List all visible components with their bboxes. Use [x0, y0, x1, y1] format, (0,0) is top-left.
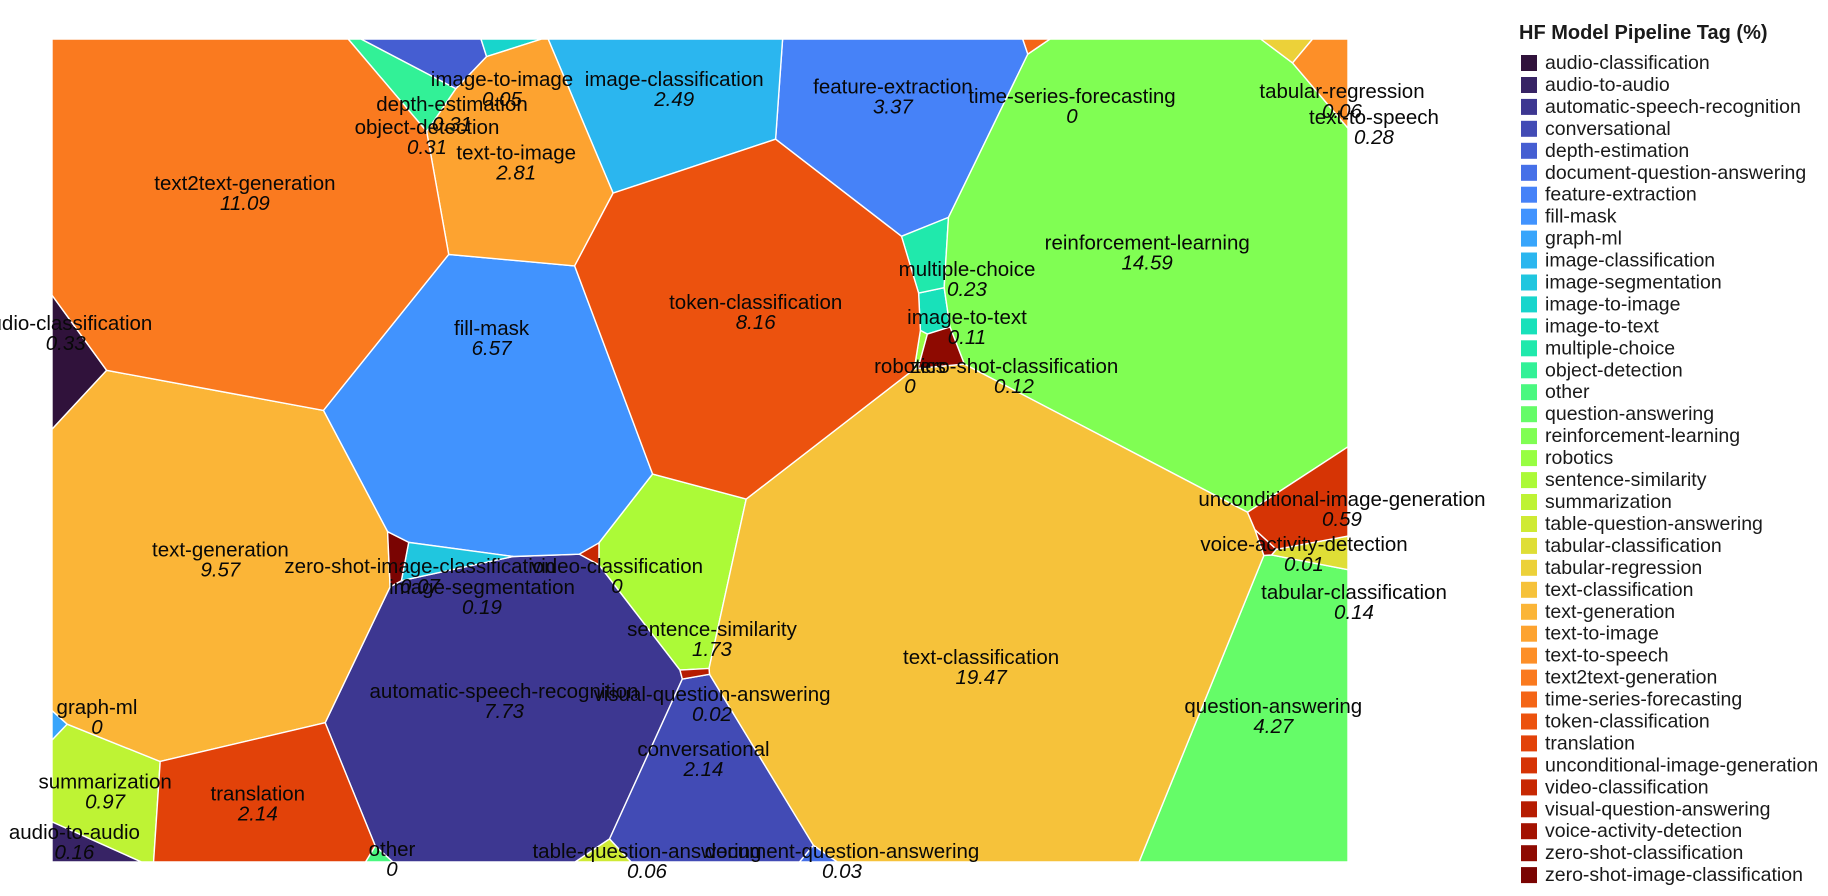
- svg-text:zero-shot-image-classification: zero-shot-image-classification: [1545, 864, 1803, 886]
- svg-text:image-classification: image-classification: [1545, 250, 1715, 272]
- svg-text:question-answering: question-answering: [1545, 403, 1714, 425]
- svg-text:3.37: 3.37: [873, 96, 914, 119]
- svg-text:2.14: 2.14: [683, 758, 724, 781]
- svg-text:19.47: 19.47: [955, 666, 1008, 689]
- svg-text:0.01: 0.01: [1284, 553, 1324, 576]
- svg-text:document-question-answering: document-question-answering: [1545, 162, 1806, 184]
- svg-text:0.11: 0.11: [948, 326, 986, 349]
- svg-text:multiple-choice: multiple-choice: [1545, 337, 1675, 359]
- svg-text:8.16: 8.16: [736, 311, 776, 334]
- svg-text:tabular-regression: tabular-regression: [1545, 557, 1702, 579]
- svg-text:7.73: 7.73: [484, 700, 524, 723]
- svg-text:conversational: conversational: [1545, 118, 1671, 140]
- svg-text:0.97: 0.97: [85, 791, 126, 814]
- svg-text:image-to-text: image-to-text: [1545, 315, 1659, 337]
- svg-text:object-detection: object-detection: [1545, 359, 1683, 381]
- svg-text:0.05: 0.05: [482, 88, 522, 111]
- svg-text:reinforcement-learning: reinforcement-learning: [1545, 425, 1740, 447]
- svg-text:1.73: 1.73: [692, 638, 732, 661]
- svg-text:video-classification: video-classification: [1545, 776, 1709, 798]
- svg-text:visual-question-answering: visual-question-answering: [1545, 798, 1770, 820]
- svg-text:2.81: 2.81: [495, 161, 536, 184]
- svg-text:time-series-forecasting: time-series-forecasting: [1545, 689, 1742, 711]
- svg-text:table-question-answering: table-question-answering: [1545, 513, 1763, 535]
- svg-text:text2text-generation: text2text-generation: [1545, 667, 1717, 689]
- svg-text:0.59: 0.59: [1322, 508, 1362, 531]
- svg-text:text-to-image: text-to-image: [1545, 623, 1659, 645]
- svg-text:0.02: 0.02: [692, 703, 732, 726]
- svg-text:other: other: [1545, 381, 1590, 403]
- svg-text:0: 0: [91, 716, 103, 739]
- svg-text:text-classification: text-classification: [1545, 579, 1693, 601]
- svg-text:0.19: 0.19: [462, 596, 502, 619]
- svg-text:translation: translation: [1545, 732, 1635, 754]
- svg-text:automatic-speech-recognition: automatic-speech-recognition: [1545, 96, 1801, 118]
- svg-text:voice-activity-detection: voice-activity-detection: [1545, 820, 1742, 842]
- svg-text:audio-to-audio: audio-to-audio: [1545, 74, 1670, 96]
- svg-text:0.03: 0.03: [822, 860, 862, 883]
- svg-text:0.33: 0.33: [46, 332, 86, 355]
- svg-text:0: 0: [904, 375, 916, 398]
- svg-text:graph-ml: graph-ml: [1545, 228, 1622, 250]
- svg-text:2.14: 2.14: [237, 803, 278, 826]
- svg-text:image-to-image: image-to-image: [1545, 293, 1680, 315]
- svg-text:image-segmentation: image-segmentation: [1545, 272, 1722, 294]
- svg-text:audio-classification: audio-classification: [1545, 52, 1710, 74]
- svg-text:depth-estimation: depth-estimation: [1545, 140, 1689, 162]
- svg-text:2.49: 2.49: [653, 88, 694, 111]
- svg-text:text-to-speech: text-to-speech: [1545, 645, 1669, 667]
- svg-text:14.59: 14.59: [1122, 252, 1173, 275]
- svg-text:0.07: 0.07: [400, 575, 441, 598]
- svg-text:0.12: 0.12: [994, 375, 1034, 398]
- svg-text:robotics: robotics: [1545, 447, 1614, 469]
- svg-text:0: 0: [611, 575, 623, 598]
- svg-text:fill-mask: fill-mask: [1545, 206, 1617, 228]
- svg-text:token-classification: token-classification: [1545, 711, 1710, 733]
- svg-text:summarization: summarization: [1545, 491, 1672, 513]
- svg-text:11.09: 11.09: [220, 192, 270, 215]
- svg-text:feature-extraction: feature-extraction: [1545, 184, 1697, 206]
- svg-text:unconditional-image-generation: unconditional-image-generation: [1545, 754, 1818, 776]
- svg-text:6.57: 6.57: [472, 337, 513, 360]
- svg-text:0: 0: [386, 858, 398, 881]
- svg-text:0.16: 0.16: [54, 841, 94, 864]
- svg-text:0.14: 0.14: [1334, 601, 1374, 624]
- svg-text:HF Model Pipeline Tag (%): HF Model Pipeline Tag (%): [1519, 22, 1768, 44]
- svg-text:0.31: 0.31: [407, 136, 447, 159]
- svg-text:zero-shot-classification: zero-shot-classification: [1545, 842, 1743, 864]
- svg-text:4.27: 4.27: [1253, 715, 1294, 738]
- svg-text:sentence-similarity: sentence-similarity: [1545, 469, 1707, 491]
- svg-text:9.57: 9.57: [200, 558, 241, 581]
- svg-text:text-generation: text-generation: [1545, 601, 1675, 623]
- svg-text:tabular-classification: tabular-classification: [1545, 535, 1722, 557]
- svg-text:0.06: 0.06: [627, 860, 667, 883]
- svg-text:0.28: 0.28: [1354, 126, 1394, 149]
- svg-text:0.23: 0.23: [947, 278, 987, 301]
- svg-text:0: 0: [1066, 105, 1078, 128]
